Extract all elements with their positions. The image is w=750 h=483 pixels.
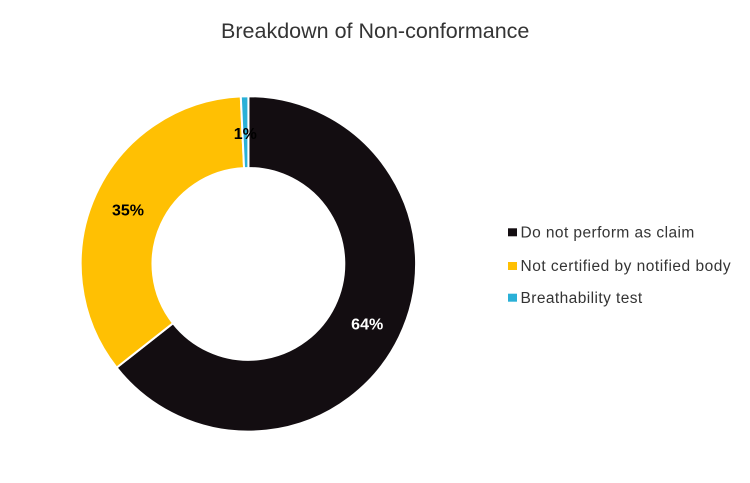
svg-text:35%: 35% <box>112 203 144 220</box>
svg-text:64%: 64% <box>351 316 383 333</box>
svg-text:1%: 1% <box>234 126 257 143</box>
svg-text:Not certified by notified body: Not certified by notified body <box>521 258 732 275</box>
svg-text:Breakdown of Non-conformance: Breakdown of Non-conformance <box>221 19 529 43</box>
svg-text:Breathability test: Breathability test <box>521 290 643 307</box>
svg-text:Do not perform as claim: Do not perform as claim <box>521 225 695 242</box>
